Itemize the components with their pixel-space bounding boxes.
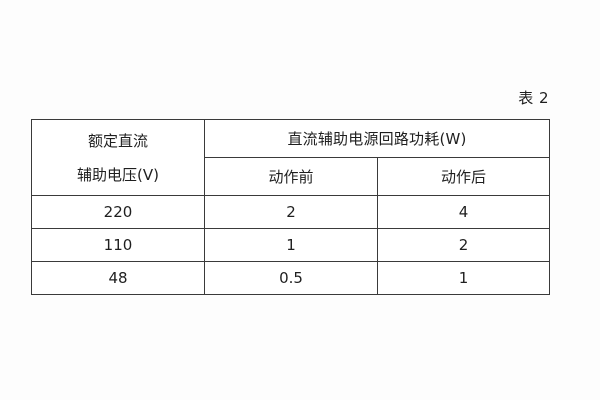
- header-cell-after-action: 动作后: [376, 157, 551, 196]
- spec-table: 额定直流 辅助电压(V) 直流辅助电源回路功耗(W) 动作前 动作后 220 2…: [31, 119, 551, 295]
- header-cell-rated-voltage: 额定直流 辅助电压(V): [31, 119, 205, 196]
- cell-power-after: 4: [376, 195, 551, 229]
- table-container: 额定直流 辅助电压(V) 直流辅助电源回路功耗(W) 动作前 动作后 220 2…: [31, 119, 551, 295]
- cell-voltage: 110: [31, 228, 205, 262]
- header-cell-group-title: 直流辅助电源回路功耗(W): [203, 119, 551, 158]
- table-caption: 表 2: [518, 89, 549, 107]
- header-cell-before-action: 动作前: [204, 157, 378, 196]
- table-header-row-2: 动作前 动作后: [32, 157, 551, 196]
- table-row: 220 2 4: [31, 195, 551, 229]
- table-row: 110 1 2: [31, 228, 551, 262]
- table-header-row-1: 额定直流 辅助电压(V) 直流辅助电源回路功耗(W): [31, 119, 551, 196]
- cell-power-after: 2: [376, 228, 551, 262]
- cell-power-after: 1: [376, 261, 551, 295]
- cell-power-before: 0.5: [204, 261, 378, 295]
- table-row: 48 0.5 1: [31, 261, 551, 295]
- header-label-line2: 辅助电压(V): [77, 165, 159, 184]
- cell-voltage: 220: [31, 195, 205, 229]
- cell-voltage: 48: [31, 261, 205, 295]
- cell-power-before: 1: [204, 228, 378, 262]
- header-label-line1: 额定直流: [87, 131, 148, 150]
- cell-power-before: 2: [204, 195, 378, 229]
